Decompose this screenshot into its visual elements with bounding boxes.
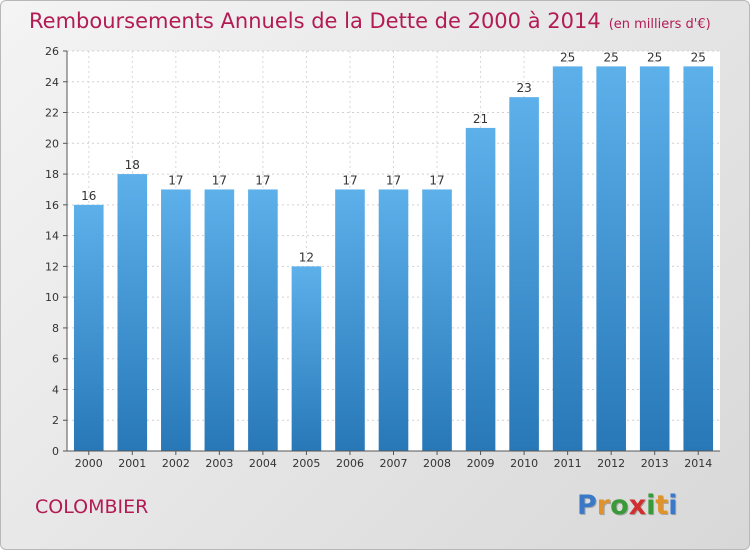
y-tick-label: 8 <box>52 322 59 335</box>
bar-value-label: 25 <box>647 50 662 64</box>
bar-value-label: 12 <box>299 250 314 264</box>
chart-subtitle: (en milliers d'€) <box>608 17 711 32</box>
x-tick-label: 2008 <box>423 457 451 470</box>
y-tick-label: 18 <box>45 168 59 181</box>
bar <box>509 97 539 452</box>
bar-value-label: 16 <box>81 189 96 203</box>
bar <box>161 189 191 451</box>
y-tick-label: 6 <box>52 353 59 366</box>
bar-value-label: 21 <box>473 112 488 126</box>
x-tick-label: 2003 <box>205 457 233 470</box>
logo-letter: t <box>655 490 669 521</box>
x-tick-label: 2012 <box>597 457 625 470</box>
x-tick-label: 2007 <box>380 457 408 470</box>
bar <box>248 189 278 451</box>
bar-value-label: 25 <box>560 50 575 64</box>
bar <box>596 66 626 451</box>
x-tick-label: 2005 <box>292 457 320 470</box>
bar <box>73 204 104 451</box>
chart-title: Remboursements Annuels de la Dette de 20… <box>29 9 711 33</box>
bar-value-label: 25 <box>604 50 619 64</box>
bar-value-label: 17 <box>168 173 183 187</box>
bar-value-label: 17 <box>212 173 227 187</box>
y-tick-label: 10 <box>45 291 59 304</box>
bar <box>335 189 365 451</box>
bar-value-label: 18 <box>125 158 140 172</box>
bar-value-label: 17 <box>429 173 444 187</box>
x-tick-label: 2014 <box>684 457 712 470</box>
x-tick-label: 2002 <box>162 457 190 470</box>
x-tick-label: 2001 <box>118 457 146 470</box>
x-tick-label: 2000 <box>75 457 103 470</box>
bar <box>117 174 148 452</box>
x-tick-label: 2010 <box>510 457 538 470</box>
logo-letter: r <box>596 490 611 521</box>
bar-value-label: 17 <box>342 173 357 187</box>
bar <box>378 189 409 451</box>
logo-letter: o <box>610 490 629 521</box>
y-tick-label: 26 <box>45 45 59 58</box>
y-tick-label: 2 <box>52 414 59 427</box>
y-tick-label: 0 <box>52 445 59 458</box>
bar <box>291 266 322 451</box>
x-tick-label: 2004 <box>249 457 277 470</box>
bar <box>204 189 235 451</box>
y-tick-label: 22 <box>45 107 59 120</box>
logo-letter: i <box>646 490 656 521</box>
y-tick-label: 24 <box>45 76 59 89</box>
bar <box>422 189 452 451</box>
x-tick-label: 2013 <box>641 457 669 470</box>
bar <box>552 66 583 451</box>
bar-value-label: 23 <box>516 81 531 95</box>
x-tick-label: 2006 <box>336 457 364 470</box>
bar-value-label: 17 <box>255 173 270 187</box>
logo-letter: x <box>628 490 647 521</box>
x-tick-label: 2009 <box>467 457 495 470</box>
proxiti-logo: Proxiti <box>577 490 678 521</box>
bar-value-label: 25 <box>691 50 706 64</box>
logo-letter: P <box>577 490 597 521</box>
bar <box>683 66 714 451</box>
y-tick-label: 12 <box>45 260 59 273</box>
bar <box>465 127 496 451</box>
chart-title-text: Remboursements Annuels de la Dette de 20… <box>29 9 601 33</box>
y-tick-label: 14 <box>45 230 59 243</box>
bar-value-label: 17 <box>386 173 401 187</box>
logo-letter: i <box>668 490 678 521</box>
place-name: COLOMBIER <box>35 496 149 518</box>
y-tick-label: 4 <box>52 383 59 396</box>
y-tick-label: 20 <box>45 137 59 150</box>
x-tick-label: 2011 <box>554 457 582 470</box>
bar <box>639 66 670 451</box>
y-tick-label: 16 <box>45 199 59 212</box>
